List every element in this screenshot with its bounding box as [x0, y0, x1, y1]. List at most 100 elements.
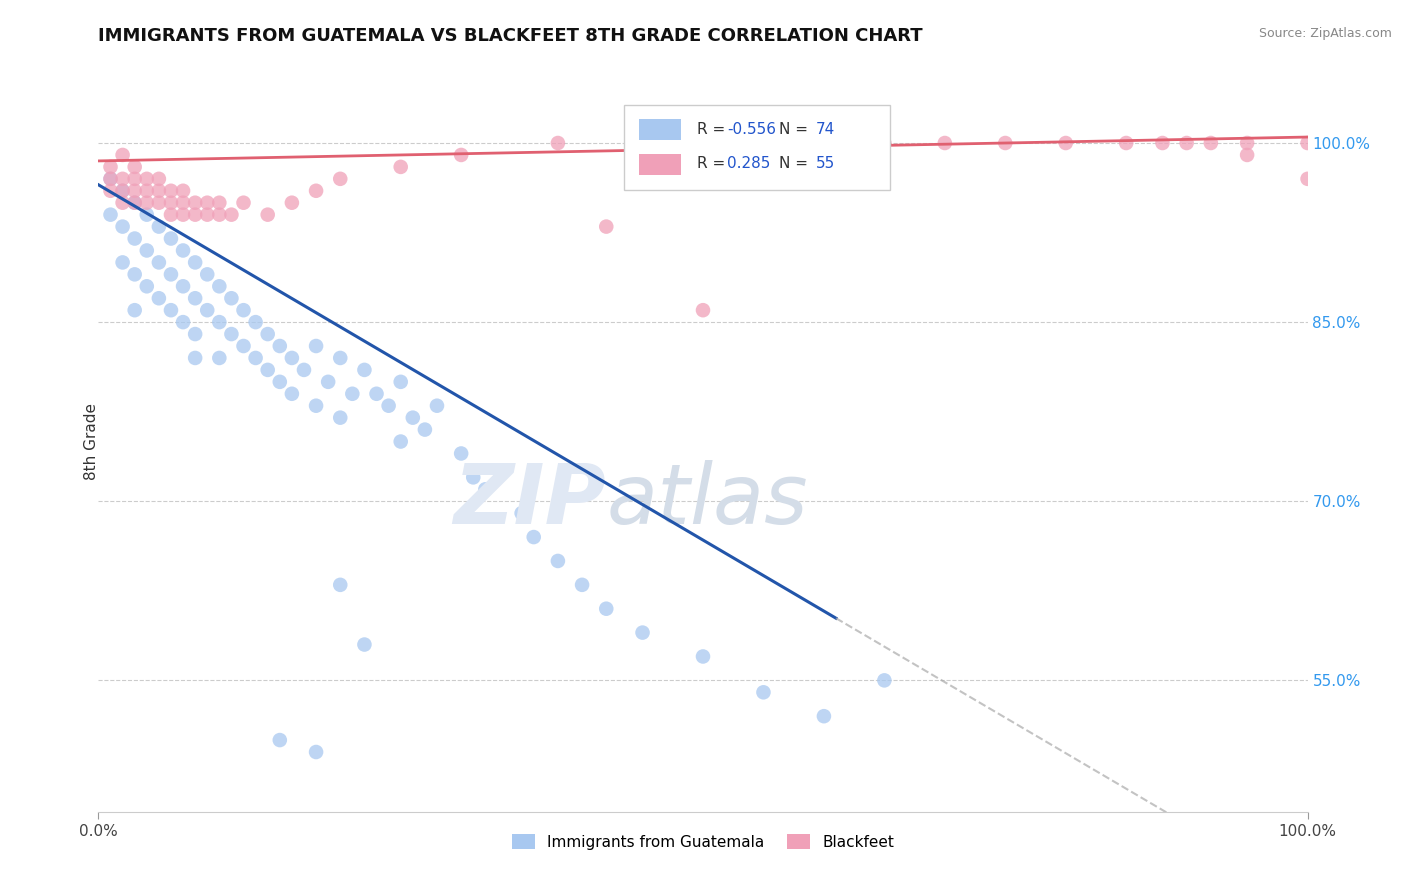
- Point: [148, 291, 170, 305]
- Point: [208, 208, 231, 222]
- Point: [111, 219, 134, 234]
- Point: [160, 195, 183, 210]
- Point: [1296, 171, 1319, 186]
- Point: [221, 208, 243, 222]
- Point: [135, 171, 157, 186]
- Point: [1115, 136, 1137, 150]
- Point: [1175, 136, 1198, 150]
- Point: [232, 339, 254, 353]
- Text: 74: 74: [815, 121, 835, 136]
- Point: [100, 208, 122, 222]
- Point: [353, 363, 375, 377]
- Point: [172, 315, 194, 329]
- Point: [813, 709, 835, 723]
- Point: [752, 136, 775, 150]
- Point: [245, 315, 267, 329]
- Point: [100, 171, 122, 186]
- Point: [692, 303, 714, 318]
- Point: [474, 483, 496, 497]
- Point: [245, 351, 267, 365]
- Point: [305, 745, 328, 759]
- Point: [1199, 136, 1222, 150]
- Point: [111, 184, 134, 198]
- Point: [111, 195, 134, 210]
- Point: [510, 506, 533, 520]
- Point: [124, 195, 146, 210]
- Text: R =: R =: [697, 121, 730, 136]
- Point: [269, 339, 291, 353]
- Text: 55: 55: [815, 156, 835, 171]
- Point: [389, 375, 412, 389]
- Point: [124, 171, 146, 186]
- Point: [631, 625, 654, 640]
- Text: N =: N =: [779, 121, 813, 136]
- Text: N =: N =: [779, 156, 813, 171]
- Point: [353, 638, 375, 652]
- Point: [413, 423, 436, 437]
- Point: [208, 315, 231, 329]
- Point: [873, 136, 896, 150]
- Point: [172, 195, 194, 210]
- Point: [752, 685, 775, 699]
- Text: Source: ZipAtlas.com: Source: ZipAtlas.com: [1258, 27, 1392, 40]
- Point: [135, 184, 157, 198]
- Point: [148, 219, 170, 234]
- Point: [329, 351, 352, 365]
- Point: [195, 208, 218, 222]
- FancyBboxPatch shape: [638, 154, 682, 175]
- Point: [195, 268, 218, 282]
- Point: [281, 195, 304, 210]
- Point: [450, 446, 472, 460]
- Point: [994, 136, 1017, 150]
- FancyBboxPatch shape: [624, 104, 890, 190]
- Point: [523, 530, 546, 544]
- Point: [305, 184, 328, 198]
- Text: ZIP: ZIP: [454, 460, 606, 541]
- Point: [135, 279, 157, 293]
- Point: [269, 733, 291, 747]
- Point: [111, 184, 134, 198]
- Point: [124, 303, 146, 318]
- Point: [934, 136, 956, 150]
- Point: [377, 399, 399, 413]
- Point: [426, 399, 449, 413]
- Point: [100, 171, 122, 186]
- Point: [148, 255, 170, 269]
- Point: [195, 195, 218, 210]
- Point: [256, 327, 278, 342]
- Point: [135, 195, 157, 210]
- Point: [124, 231, 146, 245]
- Point: [305, 339, 328, 353]
- Point: [172, 208, 194, 222]
- Point: [366, 386, 388, 401]
- Text: 0.285: 0.285: [727, 156, 770, 171]
- Point: [232, 195, 254, 210]
- Point: [256, 363, 278, 377]
- Point: [100, 184, 122, 198]
- Point: [269, 375, 291, 389]
- Point: [184, 327, 207, 342]
- Y-axis label: 8th Grade: 8th Grade: [84, 403, 98, 480]
- Point: [195, 303, 218, 318]
- Point: [160, 231, 183, 245]
- Point: [135, 208, 157, 222]
- Text: IMMIGRANTS FROM GUATEMALA VS BLACKFEET 8TH GRADE CORRELATION CHART: IMMIGRANTS FROM GUATEMALA VS BLACKFEET 8…: [98, 27, 924, 45]
- Point: [281, 386, 304, 401]
- Point: [148, 184, 170, 198]
- FancyBboxPatch shape: [638, 120, 682, 140]
- Point: [329, 578, 352, 592]
- Point: [124, 195, 146, 210]
- Point: [124, 160, 146, 174]
- Point: [232, 303, 254, 318]
- Point: [172, 184, 194, 198]
- Point: [329, 410, 352, 425]
- Point: [1236, 136, 1258, 150]
- Point: [595, 219, 617, 234]
- Point: [111, 148, 134, 162]
- Text: R =: R =: [697, 156, 735, 171]
- Point: [111, 171, 134, 186]
- Point: [1054, 136, 1077, 150]
- Point: [184, 255, 207, 269]
- Point: [221, 291, 243, 305]
- Point: [316, 375, 339, 389]
